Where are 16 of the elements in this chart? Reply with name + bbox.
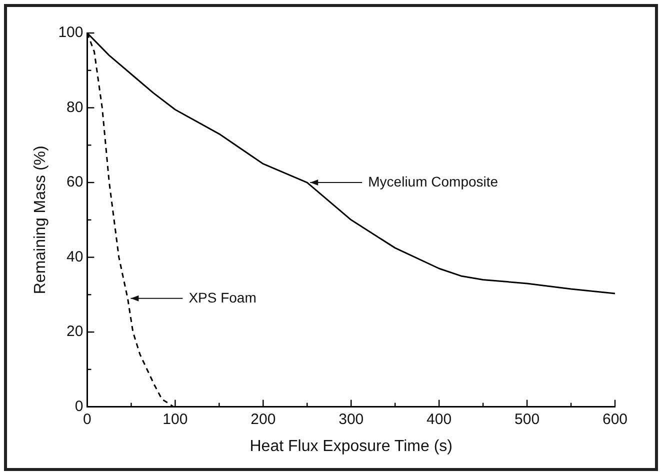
y-axis-title: Remaining Mass (%): [32, 146, 50, 294]
x-tick-label: 600: [602, 410, 628, 428]
annotation: Mycelium Composite: [368, 173, 498, 190]
y-tick-label: 40: [66, 248, 84, 266]
x-tick-label: 500: [514, 410, 540, 428]
y-tick-label: 60: [66, 174, 84, 191]
y-tick-label: 20: [66, 323, 84, 340]
y-tick-label: 100: [58, 24, 84, 42]
x-tick-label: 200: [250, 410, 276, 428]
x-tick-label: 300: [338, 410, 364, 428]
x-axis-title: Heat Flux Exposure Time (s): [250, 438, 452, 455]
x-tick-label: 400: [426, 410, 452, 428]
y-tick-label: 0: [74, 398, 84, 415]
annotation: XPS Foam: [188, 289, 256, 306]
y-tick-label: 80: [66, 98, 84, 116]
x-tick-label: 100: [162, 410, 188, 428]
